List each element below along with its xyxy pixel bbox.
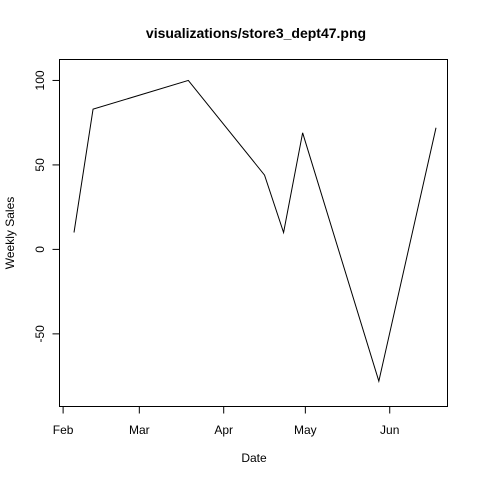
x-tick-label-2: Apr <box>214 423 233 437</box>
y-tick-label-3: 100 <box>33 70 47 90</box>
x-tick-label-0: Feb <box>53 423 74 437</box>
chart-title: visualizations/store3_dept47.png <box>146 25 366 41</box>
y-tick-label-0: -50 <box>33 325 47 343</box>
data-series <box>73 79 437 384</box>
x-tick-label-3: May <box>294 423 317 437</box>
x-tick-label-1: Mar <box>129 423 150 437</box>
y-axis-label: Weekly Sales <box>3 197 17 269</box>
x-tick-label-4: Jun <box>380 423 399 437</box>
y-axis-ticks: -50 0 50 100 <box>33 70 60 343</box>
y-tick-label-1: 0 <box>33 246 47 253</box>
x-axis-ticks: Feb Mar Apr May Jun <box>53 406 399 437</box>
weekly-sales-line <box>73 79 437 384</box>
y-tick-label-2: 50 <box>33 158 47 172</box>
x-axis-label: Date <box>241 451 267 465</box>
